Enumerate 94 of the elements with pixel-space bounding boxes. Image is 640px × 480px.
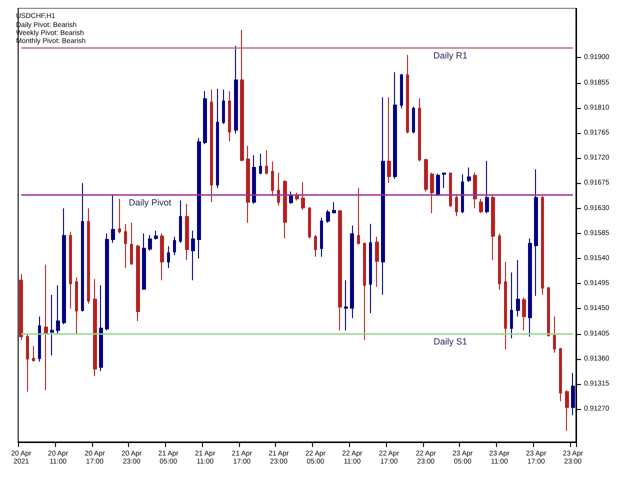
candlestick: [491, 195, 495, 261]
candlestick: [191, 230, 195, 281]
candlestick: [308, 206, 311, 239]
candlestick: [541, 195, 544, 296]
candlestick: [197, 137, 201, 259]
candlestick: [504, 261, 507, 350]
candlestick: [295, 192, 299, 201]
candlestick: [240, 29, 244, 162]
candlestick: [400, 73, 403, 109]
candlestick: [277, 172, 280, 206]
candlestick: [38, 316, 41, 362]
candlestick: [234, 45, 238, 134]
candlestick: [528, 238, 532, 338]
candlestick: [271, 160, 274, 196]
candlestick: [44, 264, 48, 391]
candlestick: [111, 194, 115, 244]
candlestick: [369, 223, 372, 314]
candlestick: [136, 244, 140, 322]
candlestick: [522, 297, 526, 331]
candlestick: [571, 372, 575, 416]
candlestick: [449, 172, 452, 208]
candlestick: [246, 145, 250, 224]
candlestick: [498, 232, 501, 290]
candlestick: [461, 174, 464, 214]
candlestick: [559, 347, 562, 402]
candlestick: [216, 88, 219, 189]
candlestick: [565, 390, 569, 432]
candlestick: [344, 280, 348, 331]
candlestick: [259, 153, 262, 175]
candlestick: [412, 106, 415, 134]
candlestick: [326, 209, 330, 224]
candlestick: [62, 208, 66, 325]
candlestick: [26, 333, 29, 392]
candlestick: [381, 96, 385, 296]
candlestick: [455, 194, 458, 217]
candlestick: [75, 276, 78, 334]
candlestick: [338, 209, 342, 331]
candlestick: [154, 230, 158, 240]
candlestick: [393, 72, 397, 180]
candlestick: [436, 173, 440, 196]
candlestick: [93, 278, 97, 377]
candlestick: [418, 98, 421, 162]
candlestick: [516, 260, 520, 317]
candlestick: [289, 191, 293, 204]
candlestick: [363, 242, 366, 340]
candlestick: [442, 172, 446, 189]
candlestick: [32, 346, 35, 362]
candlestick: [124, 223, 127, 268]
candlestick: [375, 236, 379, 288]
candlestick: [467, 167, 471, 183]
candlestick: [406, 54, 409, 134]
candlestick: [314, 234, 317, 258]
candlestick: [547, 286, 550, 338]
ref-line-label: Daily Pivot: [128, 197, 172, 208]
candlestick: [210, 88, 213, 203]
candlestick: [534, 168, 538, 296]
candlestick: [179, 200, 182, 244]
candlestick: [479, 198, 483, 214]
candlestick: [510, 272, 513, 339]
candlestick: [424, 158, 428, 192]
candlestick: [430, 172, 434, 214]
candlestick: [160, 232, 164, 281]
candlestick: [473, 172, 477, 209]
candlestick: [357, 188, 360, 246]
candlestick: [56, 284, 60, 334]
candlestick: [148, 234, 152, 252]
candlestick: [203, 90, 207, 145]
candlestick: [81, 182, 84, 312]
candlestick: [185, 203, 189, 261]
candlestick: [553, 316, 556, 354]
candlestick: [69, 231, 72, 310]
candlestick: [350, 225, 354, 319]
candlestick: [118, 198, 121, 234]
candlestick: [142, 232, 146, 290]
candlestick: [265, 150, 268, 175]
candlestick: [301, 182, 305, 210]
ref-line-label: Daily S1: [434, 336, 468, 346]
candlestick: [99, 284, 103, 372]
candlestick: [252, 154, 256, 204]
candlestick: [283, 180, 287, 239]
candlestick: [485, 160, 489, 214]
candlestick: [130, 222, 133, 266]
candlestick: [105, 232, 109, 331]
candlestick: [167, 246, 170, 268]
candlestick: [332, 202, 336, 214]
candlestick: [87, 208, 90, 304]
candlestick: [19, 274, 23, 340]
candlestick: [228, 90, 231, 142]
candlestick: [222, 88, 225, 125]
candlestick: [320, 217, 323, 258]
candlestick: [50, 294, 54, 356]
ref-line-label: Daily R1: [433, 50, 468, 61]
candlestick: [387, 96, 391, 184]
candlestick: [173, 236, 176, 256]
